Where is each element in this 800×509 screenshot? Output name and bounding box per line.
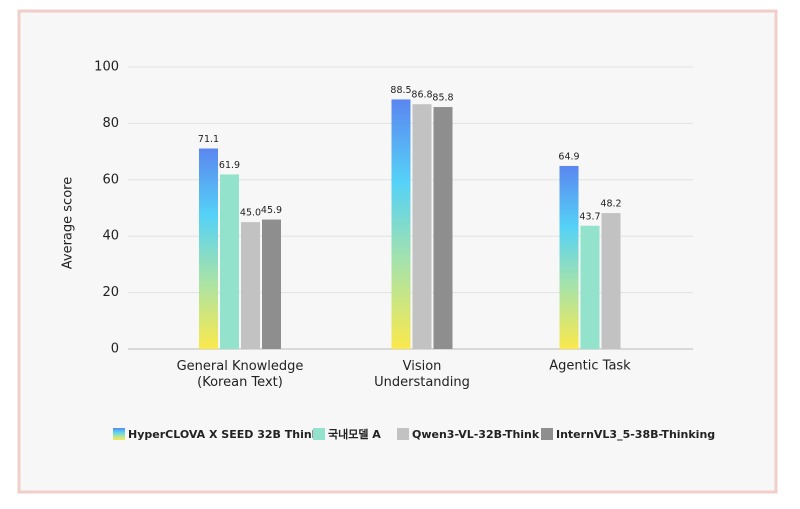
legend-label: HyperCLOVA X SEED 32B Think bbox=[128, 428, 320, 441]
x-tick-label: General Knowledge (Korean Text) bbox=[177, 359, 304, 390]
legend-label: 국내모델 A bbox=[328, 427, 381, 441]
value-label: 45.0 bbox=[240, 208, 261, 219]
bar bbox=[601, 213, 621, 349]
bar bbox=[559, 165, 579, 349]
y-axis-label: Average score bbox=[61, 177, 76, 269]
legend-swatch bbox=[313, 428, 325, 440]
y-tick-label: 20 bbox=[102, 285, 119, 300]
value-label: 88.5 bbox=[390, 85, 411, 96]
bar bbox=[580, 225, 600, 349]
bar bbox=[241, 222, 260, 349]
y-tick-label: 60 bbox=[102, 172, 119, 187]
bar bbox=[220, 174, 239, 349]
value-label: 85.8 bbox=[432, 93, 453, 104]
legend-label: InternVL3_5-38B-Thinking bbox=[556, 428, 715, 441]
bar bbox=[391, 99, 411, 350]
value-label: 71.1 bbox=[198, 134, 219, 145]
bar bbox=[262, 219, 281, 349]
y-tick-label: 0 bbox=[111, 342, 119, 357]
value-label: 48.2 bbox=[600, 199, 621, 210]
value-label: 86.8 bbox=[411, 90, 432, 101]
x-tick-label: Agentic Task bbox=[549, 359, 631, 374]
bar bbox=[433, 107, 453, 349]
y-tick-label: 100 bbox=[94, 60, 119, 75]
value-label: 45.9 bbox=[261, 205, 282, 216]
value-label: 43.7 bbox=[579, 211, 600, 222]
value-label: 64.9 bbox=[558, 151, 579, 162]
legend-swatch bbox=[397, 428, 409, 440]
value-label: 61.9 bbox=[219, 160, 240, 171]
bar bbox=[199, 148, 218, 349]
bar bbox=[412, 104, 432, 349]
y-tick-label: 80 bbox=[102, 116, 119, 131]
legend-swatch bbox=[113, 428, 125, 440]
legend-label: Qwen3-VL-32B-Think bbox=[412, 428, 540, 441]
y-tick-label: 40 bbox=[102, 229, 119, 244]
x-tick-label: Vision Understanding bbox=[374, 359, 470, 390]
legend-swatch bbox=[541, 428, 553, 440]
